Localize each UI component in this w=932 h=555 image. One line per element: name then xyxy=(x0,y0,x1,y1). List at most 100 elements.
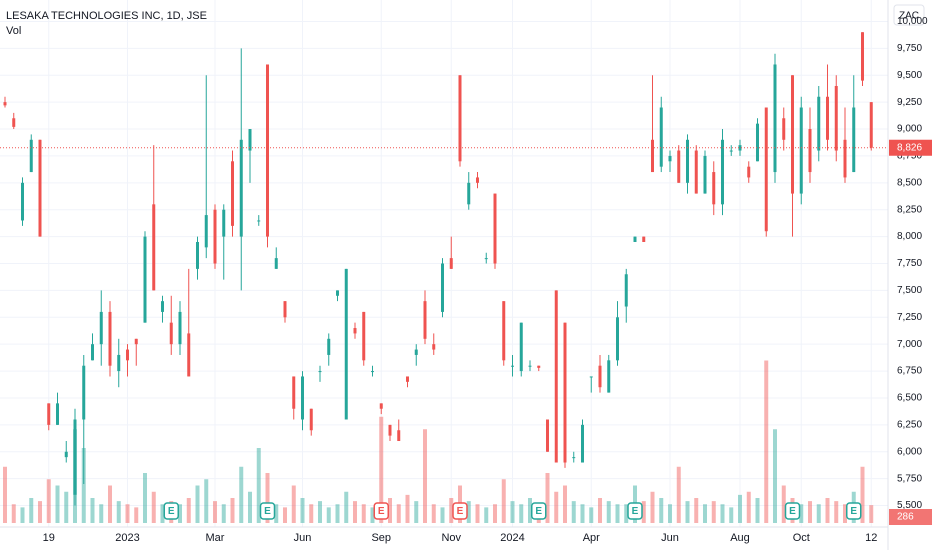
candle-body xyxy=(196,241,199,269)
volume-bar xyxy=(860,466,865,523)
candle-body xyxy=(414,349,418,355)
volume-title: Vol xyxy=(6,25,21,37)
volume-bar xyxy=(326,507,331,523)
candle-body xyxy=(283,301,287,318)
candle-body xyxy=(476,177,479,183)
earnings-marker[interactable] xyxy=(259,502,276,520)
x-tick-label: Sep xyxy=(371,532,391,544)
candle-body xyxy=(152,204,156,291)
y-tick-label: 9,000 xyxy=(897,124,922,135)
volume-bar xyxy=(204,479,209,523)
candle-body xyxy=(694,150,698,194)
volume-bar xyxy=(519,504,524,523)
y-tick-label: 10,000 xyxy=(897,16,928,27)
volume-bar xyxy=(143,473,147,523)
earnings-marker[interactable] xyxy=(846,502,862,520)
candle-body xyxy=(834,85,838,151)
volume-bar xyxy=(414,501,419,523)
volume-bar xyxy=(773,429,777,523)
candle-body xyxy=(642,236,646,242)
volume-bar xyxy=(230,498,235,523)
candle-body xyxy=(397,430,401,442)
y-tick-label: 5,500 xyxy=(897,500,922,511)
candle-body xyxy=(519,322,523,372)
candle-body xyxy=(589,376,593,378)
volume-bar xyxy=(431,504,436,523)
volume-bar xyxy=(580,504,585,523)
volume-bar xyxy=(256,448,261,523)
volume-bar xyxy=(388,498,392,523)
y-tick-label: 9,250 xyxy=(897,97,922,108)
candle-body xyxy=(467,182,471,205)
candle-body xyxy=(782,118,786,140)
volume-bar xyxy=(213,501,217,523)
volume-bar xyxy=(81,448,86,523)
volume-bar xyxy=(195,485,200,523)
volume-bar xyxy=(475,504,480,523)
candle-body xyxy=(852,107,856,173)
candle-body xyxy=(134,338,138,345)
y-tick-label: 8,250 xyxy=(897,204,922,215)
volume-bar xyxy=(405,494,410,523)
candle-body xyxy=(817,96,821,151)
volume-bar xyxy=(825,498,830,523)
candle-body xyxy=(213,209,217,264)
candle-body xyxy=(12,118,16,127)
volume-bar xyxy=(834,501,839,523)
x-tick-label: Apr xyxy=(583,532,600,544)
candle-body xyxy=(738,145,742,151)
candle-body xyxy=(336,290,339,296)
candle-body xyxy=(423,301,427,339)
currency-box[interactable] xyxy=(893,4,925,26)
candle-body xyxy=(598,365,602,388)
candle-body xyxy=(301,376,304,420)
earnings-marker[interactable] xyxy=(784,502,801,520)
volume-bar xyxy=(764,360,769,523)
volume-bar xyxy=(720,504,725,523)
candle-body xyxy=(126,349,129,361)
volume-bar xyxy=(38,501,42,523)
volume-bar xyxy=(668,504,672,523)
volume-bar xyxy=(738,494,742,523)
volume-bar xyxy=(335,504,340,523)
candle-body xyxy=(449,258,453,269)
last-price-label: 8,826 xyxy=(897,142,922,153)
volume-bar xyxy=(64,491,69,523)
earnings-marker[interactable] xyxy=(373,502,389,520)
volume-bar xyxy=(361,504,366,523)
volume-bar xyxy=(466,501,471,523)
candle-body xyxy=(344,268,348,420)
candle-body xyxy=(861,32,864,81)
candle-body xyxy=(791,75,794,194)
volume-bar xyxy=(685,501,690,523)
volume-bar xyxy=(239,466,244,523)
candle-body xyxy=(82,365,86,420)
volume-bar xyxy=(3,466,7,523)
candle-body xyxy=(624,274,628,307)
earnings-marker[interactable] xyxy=(163,502,179,520)
volume-bar xyxy=(484,507,489,523)
last-volume-box xyxy=(889,509,932,525)
candle-body xyxy=(178,311,182,345)
volume-bar xyxy=(274,504,279,523)
volume-bar xyxy=(781,485,786,523)
candle-body xyxy=(257,220,261,222)
candle-body xyxy=(56,403,59,425)
candle-body xyxy=(668,155,672,162)
volume-bar xyxy=(283,507,287,523)
candle-body xyxy=(3,102,7,106)
earnings-marker[interactable] xyxy=(452,502,468,520)
volume-bar xyxy=(493,504,497,523)
volume-bar xyxy=(843,504,847,523)
volume-bar xyxy=(563,485,567,523)
candle-body xyxy=(633,236,637,242)
candle-body xyxy=(161,301,164,312)
candle-body xyxy=(108,311,112,366)
volume-bar xyxy=(624,504,629,523)
currency: ZAC xyxy=(899,11,919,22)
candle-body xyxy=(747,166,751,178)
candle-body xyxy=(248,129,252,151)
volume-bar xyxy=(20,507,25,523)
earnings-marker[interactable] xyxy=(531,502,547,520)
earnings-marker[interactable] xyxy=(627,502,643,520)
